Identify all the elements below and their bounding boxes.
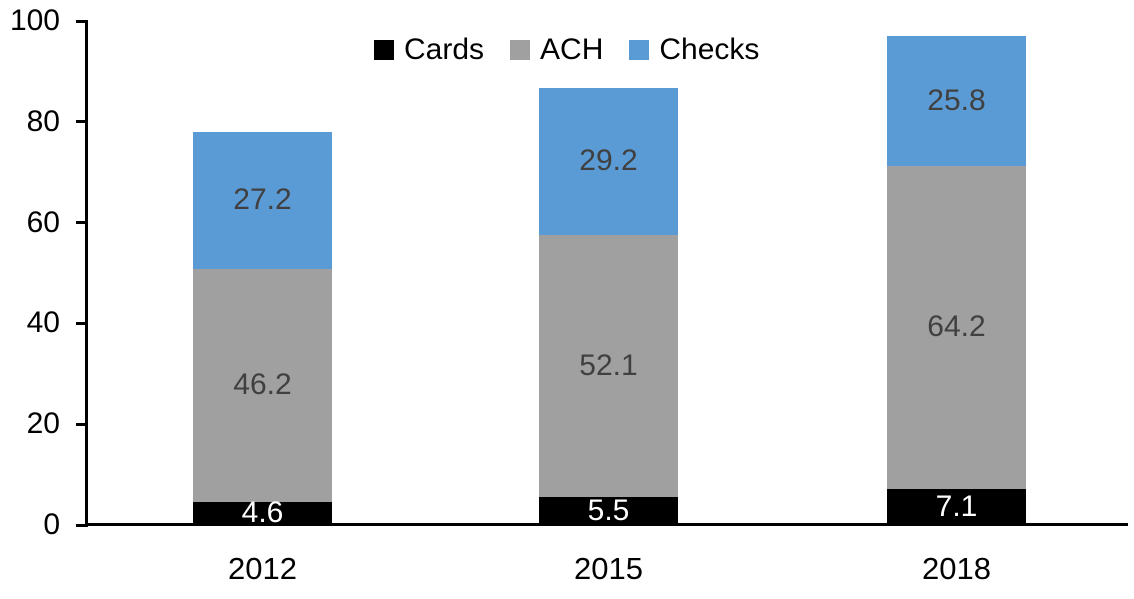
bar-value-label: 27.2 [233,183,292,217]
bar-value-label: 64.2 [927,310,986,344]
legend: Cards ACH Checks [374,33,759,67]
bar-segment-ach-2015 [539,234,678,498]
bar-segment-ach-2012 [193,269,332,502]
y-tick-label: 80 [26,104,60,138]
bar-value-label: 46.2 [233,368,292,402]
legend-label-checks: Checks [659,33,760,66]
bar-value-label: 5.5 [587,494,630,528]
y-tick-mark [76,120,86,124]
bar-segment-cards-2012 [193,501,332,525]
cards-swatch-icon [374,40,394,60]
y-tick-mark [76,422,86,426]
y-tick-mark [76,321,86,325]
bar-value-label: 29.2 [579,144,638,178]
legend-item-cards: Cards [374,33,484,67]
x-axis-label: 2015 [574,551,643,586]
checks-swatch-icon [629,40,650,60]
y-tick-label: 0 [43,508,60,541]
y-tick-mark [76,19,86,23]
bar-segment-cards-2018 [887,489,1026,525]
legend-item-checks: Checks [629,33,759,67]
legend-label-cards: Cards [404,33,485,66]
y-tick-mark [76,221,86,225]
bar-segment-cards-2015 [539,497,678,525]
y-tick-label: 60 [26,205,60,239]
bar-segment-checks-2018 [887,35,1026,166]
x-axis-line [85,523,1128,526]
x-axis-label: 2012 [228,551,297,586]
bar-value-label: 25.8 [927,83,986,117]
legend-item-ach: ACH [510,33,603,67]
y-tick-mark [76,523,86,527]
ach-swatch-icon [510,40,531,60]
bar-segment-checks-2012 [193,131,332,269]
bar-segment-checks-2015 [539,87,678,235]
bar-value-label: 52.1 [579,349,638,382]
y-tick-label: 40 [26,306,60,340]
x-axis-label: 2018 [922,551,991,586]
bar-segment-ach-2018 [887,165,1026,490]
bar-value-label: 7.1 [935,490,978,524]
y-axis-line [85,20,88,527]
legend-label-ach: ACH [540,33,604,66]
y-tick-label: 20 [26,407,60,441]
y-tick-label: 100 [9,4,60,37]
